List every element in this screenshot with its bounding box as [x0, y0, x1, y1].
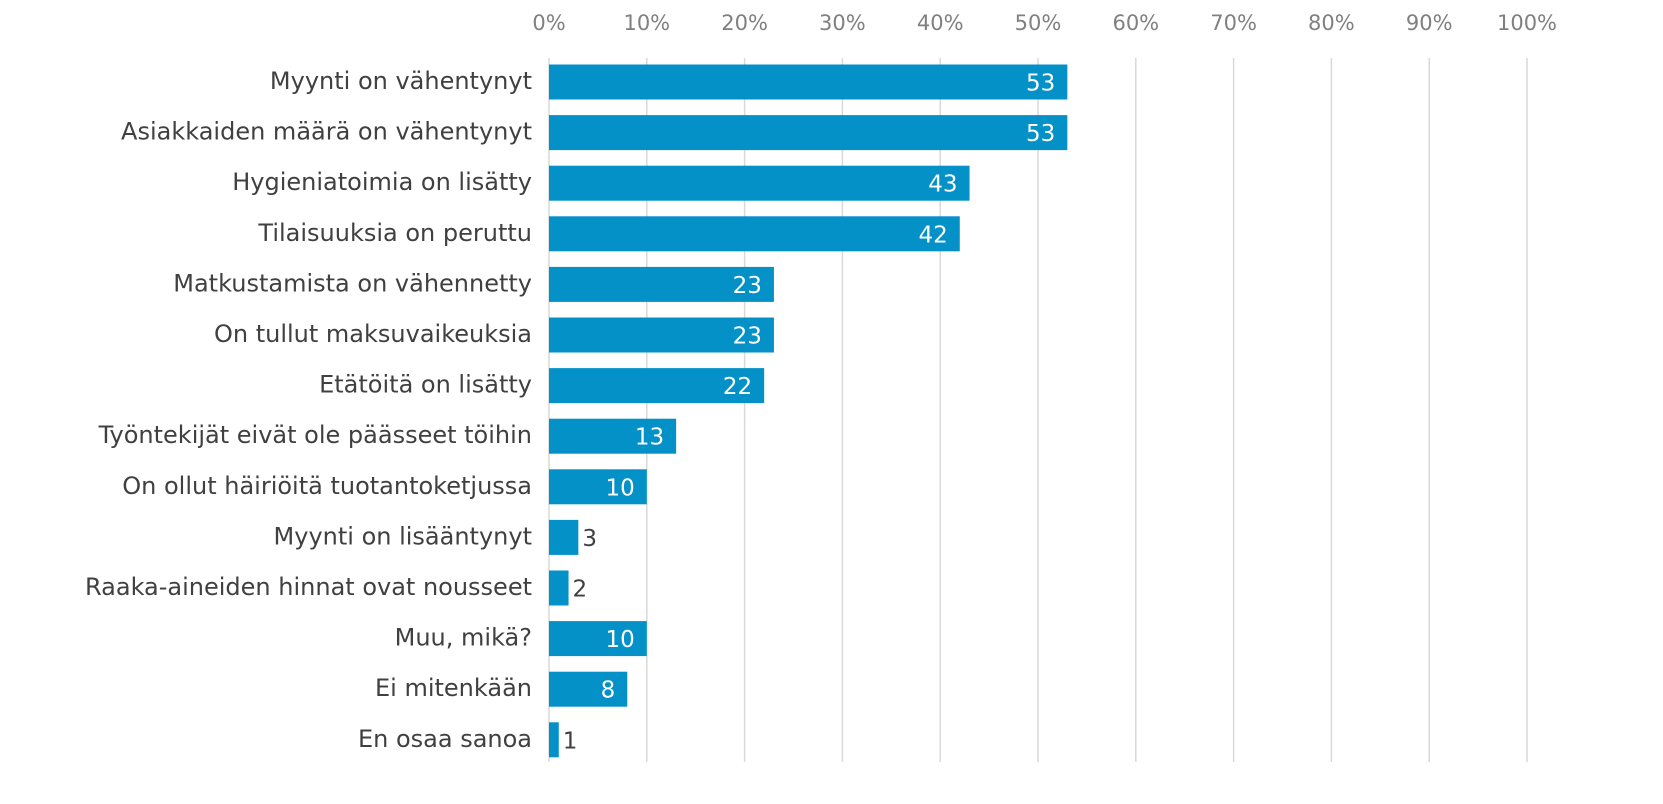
y-tick-label: Tilaisuuksia on peruttu — [257, 219, 532, 247]
x-tick-label: 70% — [1210, 11, 1257, 35]
bar — [549, 64, 1068, 100]
y-tick-label: Työntekijät eivät ole päässeet töihin — [98, 421, 532, 449]
data-label: 2 — [573, 577, 588, 603]
y-tick-label: Ei mitenkään — [375, 674, 532, 702]
bar — [549, 317, 774, 353]
data-label: 42 — [918, 222, 947, 248]
y-tick-label: Raaka-aineiden hinnat ovat nousseet — [85, 573, 532, 601]
x-tick-label: 80% — [1308, 11, 1355, 35]
bar — [549, 115, 1068, 151]
y-tick-label: On ollut häiriöitä tuotantoketjussa — [122, 472, 532, 500]
x-tick-label: 30% — [819, 11, 866, 35]
y-tick-label: Asiakkaiden määrä on vähentynyt — [121, 118, 532, 146]
bar — [549, 570, 569, 606]
bar — [549, 165, 970, 201]
x-tick-label: 20% — [721, 11, 768, 35]
data-label: 10 — [606, 475, 635, 501]
bar — [549, 266, 774, 302]
y-tick-label: Matkustamista on vähennetty — [173, 269, 532, 297]
y-tick-label: Etätöitä on lisätty — [319, 371, 532, 399]
bar — [549, 671, 628, 707]
y-tick-label: Muu, mikä? — [395, 624, 532, 652]
y-tick-label: Myynti on vähentynyt — [270, 67, 532, 95]
data-label: 8 — [601, 678, 616, 704]
bar — [549, 469, 647, 505]
bar — [549, 519, 579, 555]
x-tick-label: 60% — [1112, 11, 1159, 35]
y-tick-label: En osaa sanoa — [358, 725, 532, 753]
data-label: 43 — [928, 172, 957, 198]
x-tick-label: 90% — [1406, 11, 1453, 35]
x-tick-label: 0% — [532, 11, 565, 35]
data-label: 3 — [582, 526, 597, 552]
bar — [549, 722, 559, 758]
bar — [549, 216, 960, 252]
x-tick-label: 100% — [1497, 11, 1557, 35]
data-label: 53 — [1026, 121, 1055, 147]
data-label: 53 — [1026, 71, 1055, 97]
y-tick-label: Hygieniatoimia on lisätty — [232, 168, 532, 196]
y-tick-label: Myynti on lisääntynyt — [274, 522, 532, 550]
data-label: 23 — [733, 324, 762, 350]
bar — [549, 621, 647, 657]
x-tick-label: 40% — [917, 11, 964, 35]
bar — [549, 368, 765, 404]
data-label: 13 — [635, 425, 664, 451]
y-tick-label: On tullut maksuvaikeuksia — [214, 320, 532, 348]
x-tick-label: 50% — [1015, 11, 1062, 35]
bar — [549, 418, 677, 454]
data-label: 22 — [723, 374, 752, 400]
data-label: 1 — [563, 728, 578, 754]
data-label: 10 — [606, 627, 635, 653]
x-tick-label: 10% — [623, 11, 670, 35]
data-label: 23 — [733, 273, 762, 299]
